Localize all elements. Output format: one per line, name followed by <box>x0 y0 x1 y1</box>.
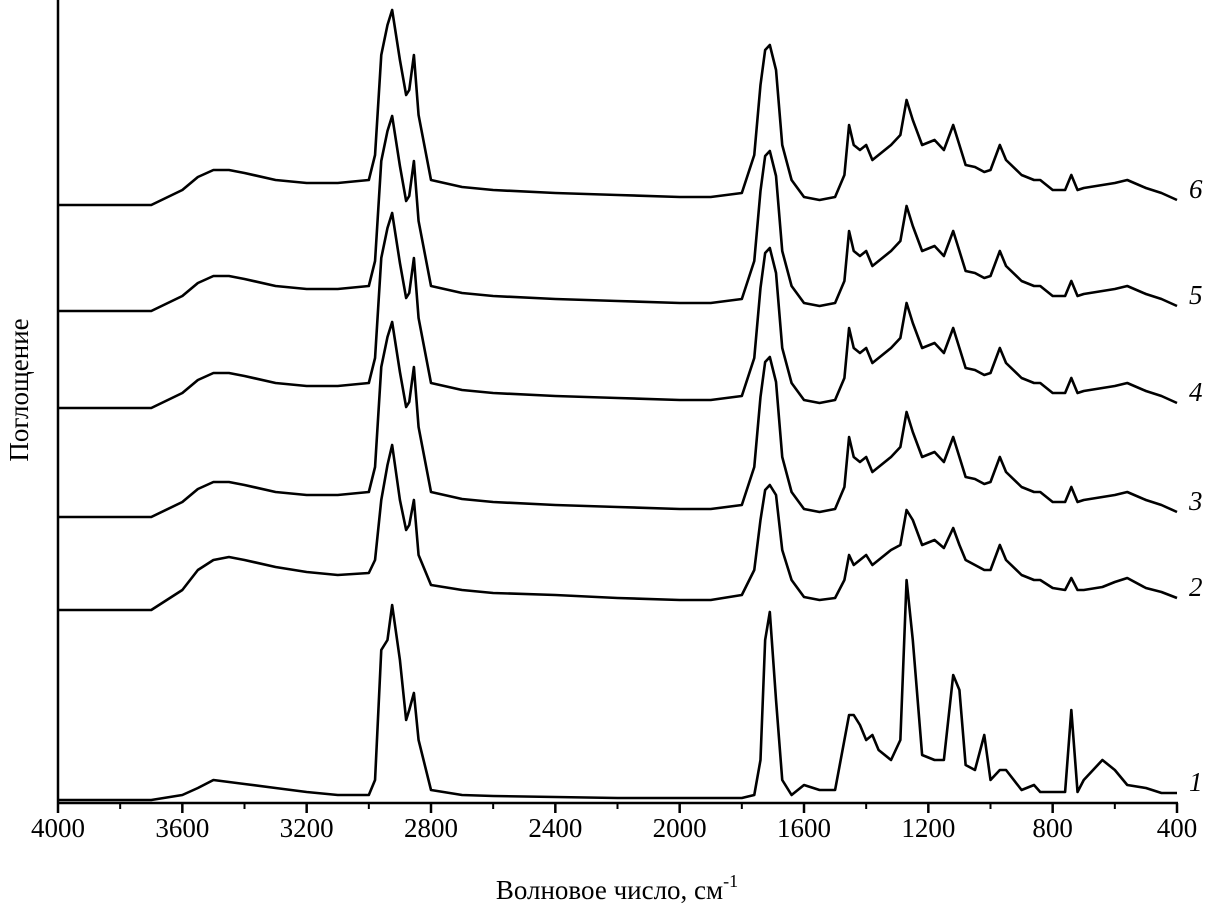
x-tick-label: 800 <box>1032 813 1073 843</box>
series-label: 6 <box>1189 174 1203 204</box>
x-tick-label: 2000 <box>653 813 707 843</box>
x-tick-label: 2400 <box>528 813 582 843</box>
x-tick-label: 2800 <box>404 813 458 843</box>
x-axis-title-superscript: -1 <box>723 871 738 891</box>
spectrum-line <box>58 211 1178 410</box>
series-label: 3 <box>1188 486 1203 516</box>
spectrum-line <box>58 578 1177 802</box>
spectrum-line <box>58 8 1178 207</box>
series-label: 1 <box>1189 767 1203 797</box>
x-tick-label: 3200 <box>280 813 334 843</box>
x-tick-label: 400 <box>1157 813 1198 843</box>
x-tick-label: 4000 <box>31 813 85 843</box>
spectrum-line <box>58 320 1178 519</box>
x-tick-label: 1200 <box>901 813 955 843</box>
spectrum-line <box>58 114 1178 313</box>
x-tick-label: 1600 <box>777 813 831 843</box>
x-axis-title-text: Волновое число, см <box>496 875 723 905</box>
y-axis-title: Поглощение <box>4 318 34 461</box>
spectrum-line <box>58 443 1178 612</box>
x-axis-title: Волновое число, см-1 <box>496 871 738 905</box>
series-label: 2 <box>1189 572 1203 602</box>
x-tick-label: 3600 <box>155 813 209 843</box>
series-label: 4 <box>1189 377 1203 407</box>
series-label: 5 <box>1189 280 1203 310</box>
